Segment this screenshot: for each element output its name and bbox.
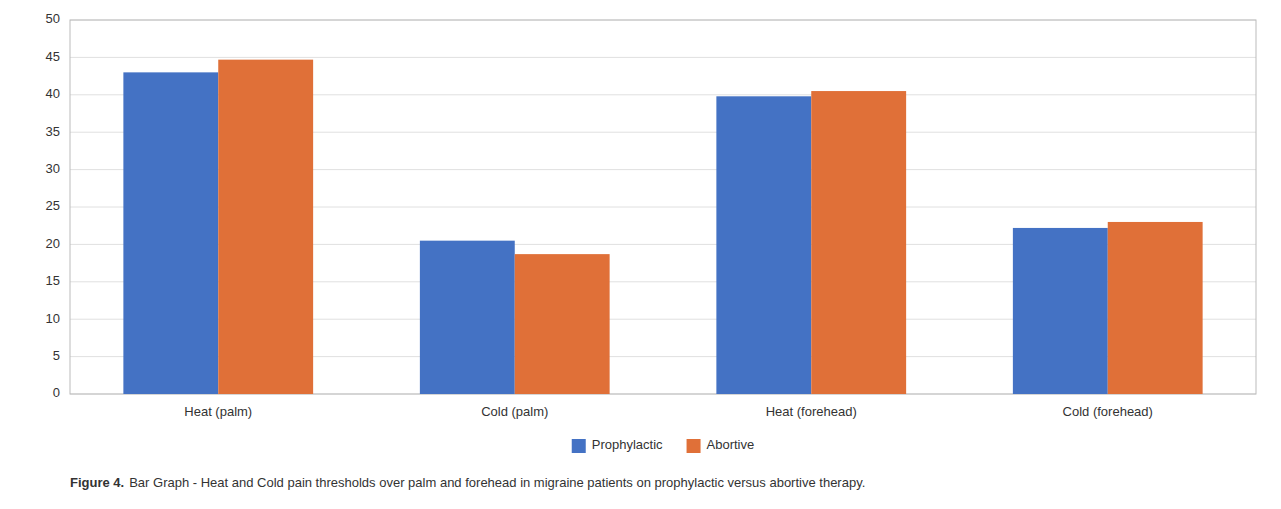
bar bbox=[811, 91, 906, 394]
y-tick-label: 15 bbox=[46, 273, 60, 288]
x-tick-label: Heat (forehead) bbox=[766, 404, 857, 419]
legend-item: Abortive bbox=[687, 437, 755, 453]
y-tick-label: 20 bbox=[46, 236, 60, 251]
x-tick-label: Cold (forehead) bbox=[1063, 404, 1153, 419]
bar bbox=[1013, 228, 1108, 394]
bar bbox=[218, 60, 313, 394]
legend: Prophylactic Abortive bbox=[572, 437, 755, 453]
bar bbox=[515, 254, 610, 394]
y-tick-label: 5 bbox=[53, 348, 60, 363]
caption-text: Bar Graph - Heat and Cold pain threshold… bbox=[129, 475, 865, 490]
caption: Figure 4. Bar Graph - Heat and Cold pain … bbox=[70, 475, 865, 490]
bar bbox=[1108, 222, 1203, 394]
grid bbox=[70, 20, 1256, 394]
y-tick-label: 0 bbox=[53, 385, 60, 400]
chart-container: 0 5 10 15 20 25 30 35 40 45 50 Heat (palm) Cold (pal… bbox=[0, 0, 1281, 509]
legend-swatch bbox=[572, 439, 586, 453]
x-tick-label: Heat (palm) bbox=[184, 404, 252, 419]
y-tick-label: 30 bbox=[46, 161, 60, 176]
y-tick-label: 35 bbox=[46, 124, 60, 139]
y-tick-label: 10 bbox=[46, 311, 60, 326]
x-tick-label: Cold (palm) bbox=[481, 404, 548, 419]
grid-line bbox=[70, 57, 1256, 58]
chart: 0 5 10 15 20 25 30 35 40 45 50 Heat (palm) Cold (pal… bbox=[0, 0, 1281, 509]
legend-swatch bbox=[687, 439, 701, 453]
bar bbox=[716, 96, 811, 394]
y-tick-label: 45 bbox=[46, 49, 60, 64]
x-axis: Heat (palm) Cold (palm) Heat (forehead) Col… bbox=[184, 404, 1153, 419]
y-tick-label: 25 bbox=[46, 198, 60, 213]
bars bbox=[123, 60, 1202, 394]
bar bbox=[123, 72, 218, 394]
caption-title: Figure 4. bbox=[70, 475, 124, 490]
y-tick-label: 50 bbox=[46, 11, 60, 26]
bar bbox=[420, 241, 515, 394]
plot-frame bbox=[70, 20, 1256, 394]
legend-label: Abortive bbox=[707, 437, 755, 452]
y-axis: 0 5 10 15 20 25 30 35 40 45 50 bbox=[46, 11, 60, 400]
legend-item: Prophylactic bbox=[572, 437, 663, 453]
legend-label: Prophylactic bbox=[592, 437, 663, 452]
y-tick-label: 40 bbox=[46, 86, 60, 101]
